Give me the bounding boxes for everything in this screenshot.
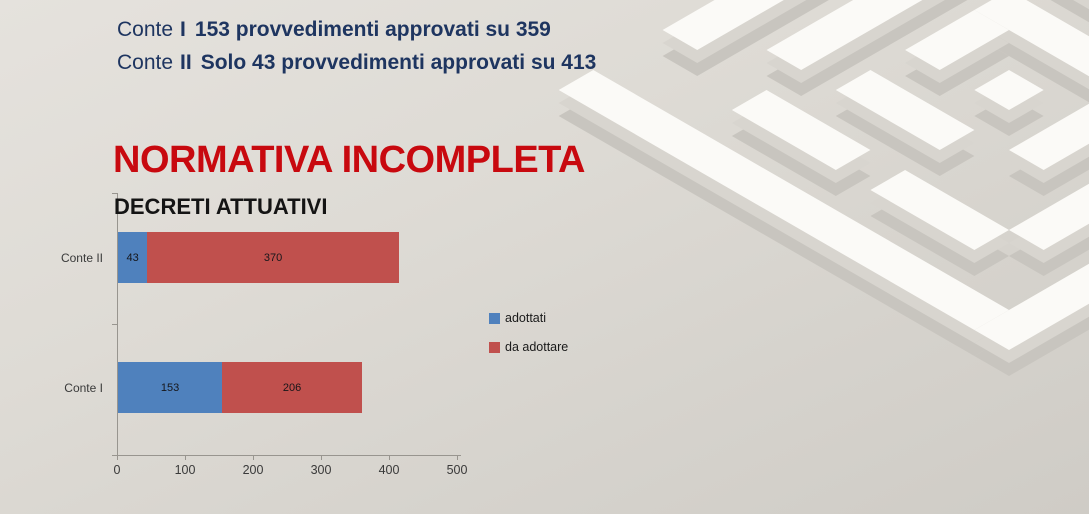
x-tick-label: 300 bbox=[310, 463, 332, 477]
legend-swatch-red bbox=[489, 341, 500, 353]
bar-value-label: 370 bbox=[263, 251, 283, 264]
legend-swatch-blue bbox=[489, 312, 500, 324]
category-label: Conte I bbox=[64, 380, 103, 395]
header-line-2-numeral: II bbox=[180, 51, 192, 74]
slide-title: NORMATIVA INCOMPLETA bbox=[113, 139, 586, 181]
x-axis-line bbox=[117, 455, 461, 456]
chart-title: DECRETI ATTUATIVI bbox=[114, 194, 328, 219]
x-axis-tick bbox=[117, 455, 118, 460]
x-axis-tick bbox=[253, 455, 254, 460]
bar-segment-da-adottare: 370 bbox=[147, 232, 399, 283]
x-tick-label: 400 bbox=[378, 463, 400, 477]
x-tick-label: 100 bbox=[174, 463, 196, 477]
legend-item-adottati: adottati bbox=[489, 311, 568, 325]
x-axis-tick bbox=[457, 455, 458, 460]
header-line-1: Conte I 153 provvedimenti approvati su 359 bbox=[117, 13, 596, 46]
bar-segment-da-adottare: 206 bbox=[222, 362, 363, 413]
bar-value-label: 206 bbox=[282, 381, 302, 394]
header-line-1-text: 153 provvedimenti approvati su 359 bbox=[194, 18, 551, 41]
header-line-2: Conte II Solo 43 provvedimenti approvati s… bbox=[117, 46, 596, 79]
bar-segment-adottati: 43 bbox=[118, 232, 148, 283]
legend-item-da-adottare: da adottare bbox=[489, 340, 568, 354]
bar-value-label: 153 bbox=[160, 381, 180, 394]
bar-value-label: 43 bbox=[126, 251, 139, 264]
legend-label: da adottare bbox=[505, 340, 569, 354]
x-axis-tick bbox=[321, 455, 322, 460]
x-tick-label: 0 bbox=[113, 463, 121, 477]
x-axis-tick bbox=[185, 455, 186, 460]
header-line-1-label: Conte bbox=[117, 18, 174, 41]
header-line-1-numeral: I bbox=[180, 18, 186, 41]
y-axis-tick bbox=[112, 193, 118, 194]
header-line-2-label: Conte bbox=[117, 51, 174, 74]
y-axis-tick bbox=[112, 324, 118, 325]
header-line-2-text: Solo 43 provvedimenti approvati su 413 bbox=[200, 51, 597, 74]
header-text-block: Conte I 153 provvedimenti approvati su 359… bbox=[117, 13, 596, 79]
x-tick-label: 200 bbox=[242, 463, 264, 477]
x-axis-tick bbox=[389, 455, 390, 460]
bar-segment-adottati: 153 bbox=[118, 362, 223, 413]
category-label: Conte II bbox=[60, 250, 103, 265]
x-tick-label: 500 bbox=[446, 463, 468, 477]
y-axis-tick bbox=[112, 455, 118, 456]
legend-label: adottati bbox=[505, 311, 547, 325]
chart-legend: adottati da adottare bbox=[489, 311, 568, 369]
